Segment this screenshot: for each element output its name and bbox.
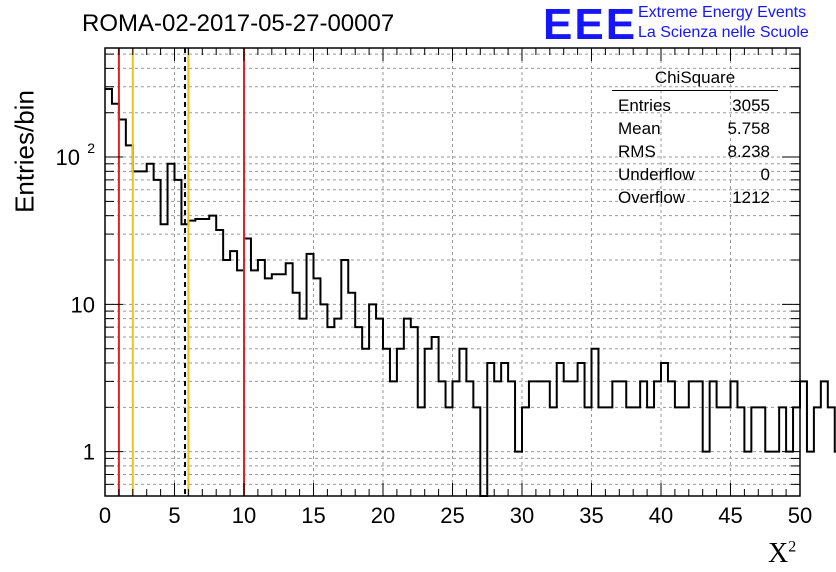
stats-value: 1212	[732, 188, 770, 207]
y-tick-label: 10	[71, 292, 95, 317]
x-tick-label: 0	[99, 503, 111, 528]
x-tick-label: 25	[440, 503, 464, 528]
chart-title: ROMA-02-2017-05-27-00007	[82, 10, 395, 37]
stats-label: Underflow	[618, 165, 695, 184]
x-tick-label: 10	[232, 503, 256, 528]
x-tick-label: 50	[788, 503, 812, 528]
x-tick-label: 30	[510, 503, 534, 528]
x-tick-label: 5	[168, 503, 180, 528]
x-axis-label-base: X	[768, 538, 789, 569]
x-tick-label: 35	[579, 503, 603, 528]
y-tick-label: 1	[83, 440, 95, 465]
stats-row-entries: Entries 3055	[612, 94, 778, 117]
stats-label: Overflow	[618, 188, 686, 207]
x-axis-label-superscript: 2	[788, 538, 797, 556]
y-axis-label: Entries/bin	[9, 90, 40, 213]
stats-label: RMS	[618, 142, 656, 161]
x-axis-label: X2	[768, 538, 796, 570]
stats-value: 5.758	[727, 119, 770, 138]
stats-row-overflow: Overflow 1212	[612, 186, 778, 209]
brand-line-2: La Scienza nelle Scuole	[638, 24, 809, 41]
x-tick-label: 40	[649, 503, 673, 528]
stats-row-mean: Mean 5.758	[612, 117, 778, 140]
stats-value: 8.238	[727, 142, 770, 161]
stats-value: 3055	[732, 96, 770, 115]
stats-name: ChiSquare	[612, 68, 778, 91]
y-tick-label: 10	[56, 145, 80, 170]
stats-label: Mean	[618, 119, 661, 138]
x-tick-label: 15	[301, 503, 325, 528]
y-tick-label-exponent: 2	[87, 140, 95, 156]
x-tick-label: 45	[718, 503, 742, 528]
stats-box: ChiSquare Entries 3055 Mean 5.758 RMS 8.238…	[612, 68, 778, 209]
stats-label: Entries	[618, 96, 671, 115]
stats-value: 0	[760, 165, 770, 184]
x-tick-label: 20	[371, 503, 395, 528]
brand-line-1: Extreme Energy Events	[638, 4, 807, 21]
stats-row-rms: RMS 8.238	[612, 140, 778, 163]
eee-logo: EEE	[543, 0, 638, 49]
stats-row-underflow: Underflow 0	[612, 163, 778, 186]
